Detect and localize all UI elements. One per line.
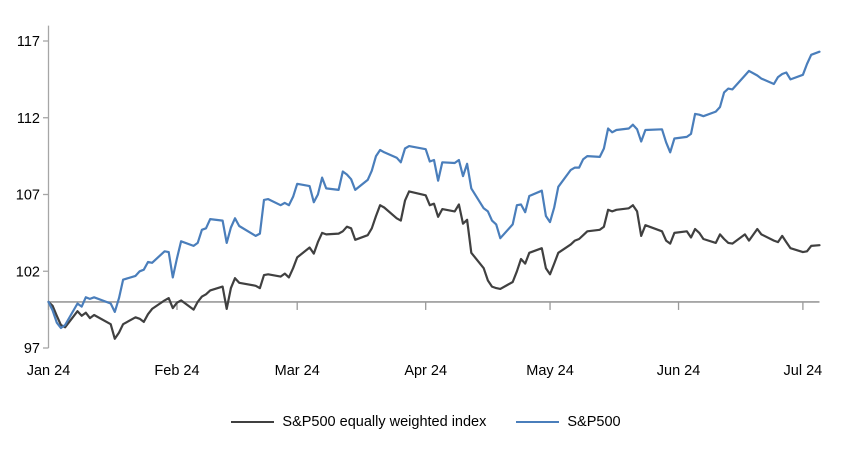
x-axis-tick-label: Jul 24 xyxy=(784,363,823,379)
x-axis-tick-label: Jun 24 xyxy=(657,363,701,379)
x-axis-tick-label: Apr 24 xyxy=(404,363,447,379)
legend-line-swatch-sp500 xyxy=(516,420,560,424)
x-axis-tick-label: Feb 24 xyxy=(154,363,199,379)
legend-label-equal-weight: S&P500 equally weighted index xyxy=(282,414,487,430)
legend-label-sp500: S&P500 xyxy=(567,414,621,430)
series-line-equal-weight xyxy=(47,190,821,340)
x-axis-tick-label: May 24 xyxy=(526,363,574,379)
y-axis-tick-label: 102 xyxy=(16,264,40,280)
y-axis-tick-label: 117 xyxy=(17,34,40,50)
legend-line-swatch-equal-weight xyxy=(231,420,275,424)
chart-legend: S&P500 equally weighted index S&P500 xyxy=(0,409,852,435)
series-line-sp500 xyxy=(47,50,821,330)
y-axis-tick-label: 112 xyxy=(17,111,40,127)
x-axis-tick-label: Mar 24 xyxy=(275,363,320,379)
x-axis-tick-label: Jan 24 xyxy=(27,363,71,379)
legend-item-sp500: S&P500 xyxy=(516,414,621,430)
y-axis-tick-label: 97 xyxy=(24,341,40,357)
y-axis-tick-label: 107 xyxy=(16,188,40,204)
legend-item-equal-weight: S&P500 equally weighted index xyxy=(231,414,486,430)
